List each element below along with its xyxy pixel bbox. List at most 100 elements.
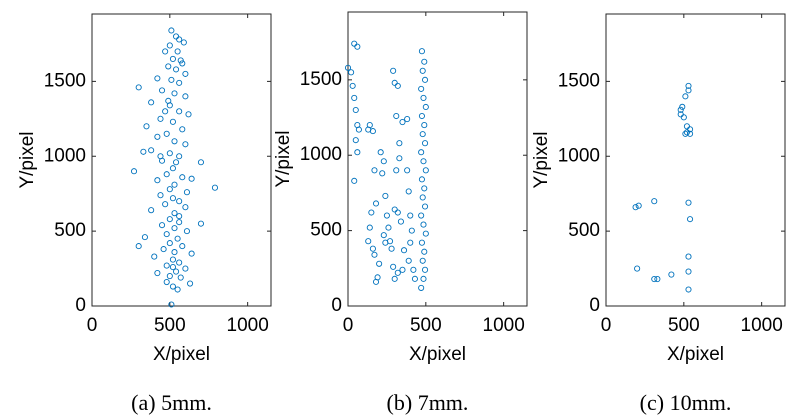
point <box>165 63 172 70</box>
point <box>168 27 175 34</box>
point <box>166 150 173 157</box>
point <box>169 118 176 125</box>
point <box>197 159 205 166</box>
point <box>354 43 361 50</box>
point <box>396 140 403 147</box>
point <box>421 266 429 273</box>
point <box>421 76 429 83</box>
point <box>418 85 425 92</box>
y-tick-label: 500 <box>568 220 600 241</box>
point <box>187 280 194 287</box>
point <box>157 153 164 160</box>
point <box>349 82 356 89</box>
point <box>176 198 183 205</box>
point <box>157 192 164 199</box>
point <box>419 131 426 138</box>
point <box>374 274 381 281</box>
point <box>680 114 687 121</box>
point <box>372 200 380 207</box>
point <box>399 119 406 126</box>
point <box>168 301 175 308</box>
point <box>685 82 692 89</box>
point <box>420 158 427 165</box>
point <box>188 175 195 182</box>
point <box>171 210 178 217</box>
point <box>634 265 641 272</box>
point <box>168 76 175 83</box>
y-axis-label: Y/pixel <box>17 131 38 188</box>
y-tick-label: 1500 <box>558 70 600 91</box>
point <box>418 48 425 55</box>
point <box>169 195 176 202</box>
point <box>176 259 183 266</box>
point <box>382 239 389 246</box>
point <box>380 232 387 239</box>
point <box>405 188 412 195</box>
point <box>130 168 138 175</box>
point <box>163 278 170 286</box>
point <box>169 283 176 290</box>
point <box>148 147 155 154</box>
point <box>679 103 686 110</box>
point <box>385 224 392 231</box>
point <box>171 181 178 188</box>
point <box>351 94 358 101</box>
point <box>391 79 398 86</box>
point <box>371 251 378 258</box>
point <box>654 275 661 283</box>
point <box>355 126 362 133</box>
point <box>390 67 397 74</box>
point <box>177 57 184 64</box>
axes-box <box>91 13 272 307</box>
point <box>352 106 359 114</box>
point <box>148 207 155 214</box>
point <box>685 199 692 206</box>
point <box>685 253 692 260</box>
point <box>158 222 166 229</box>
point <box>165 97 172 104</box>
point <box>176 108 183 115</box>
axes-box <box>347 11 528 307</box>
point <box>177 274 184 281</box>
point <box>162 48 169 55</box>
point <box>379 170 386 177</box>
point <box>171 90 178 97</box>
point <box>179 174 186 181</box>
point <box>344 64 352 71</box>
point <box>422 167 429 174</box>
point <box>163 262 170 269</box>
point <box>179 126 186 133</box>
point <box>182 265 189 272</box>
point <box>411 275 418 282</box>
point <box>394 209 401 216</box>
point <box>369 128 376 135</box>
point <box>166 42 173 49</box>
point <box>151 253 158 260</box>
point <box>141 234 148 241</box>
point <box>169 165 176 172</box>
point <box>394 269 401 276</box>
point <box>391 206 398 213</box>
point <box>148 99 155 106</box>
point <box>366 122 373 129</box>
point <box>382 192 389 199</box>
point <box>154 177 161 184</box>
point <box>176 219 183 226</box>
point <box>154 270 161 277</box>
point <box>390 263 397 270</box>
point <box>185 111 192 118</box>
point <box>174 235 181 242</box>
point <box>682 93 689 100</box>
caption: (a) 5mm. <box>131 390 212 415</box>
point <box>393 167 400 174</box>
y-tick-label: 1000 <box>44 145 86 166</box>
point <box>173 33 180 40</box>
x-tick-label: 500 <box>668 315 700 336</box>
point <box>182 70 189 77</box>
point <box>160 246 167 253</box>
point <box>173 66 180 73</box>
point <box>369 245 376 252</box>
point <box>163 231 170 238</box>
point <box>421 122 428 129</box>
point <box>651 275 658 283</box>
